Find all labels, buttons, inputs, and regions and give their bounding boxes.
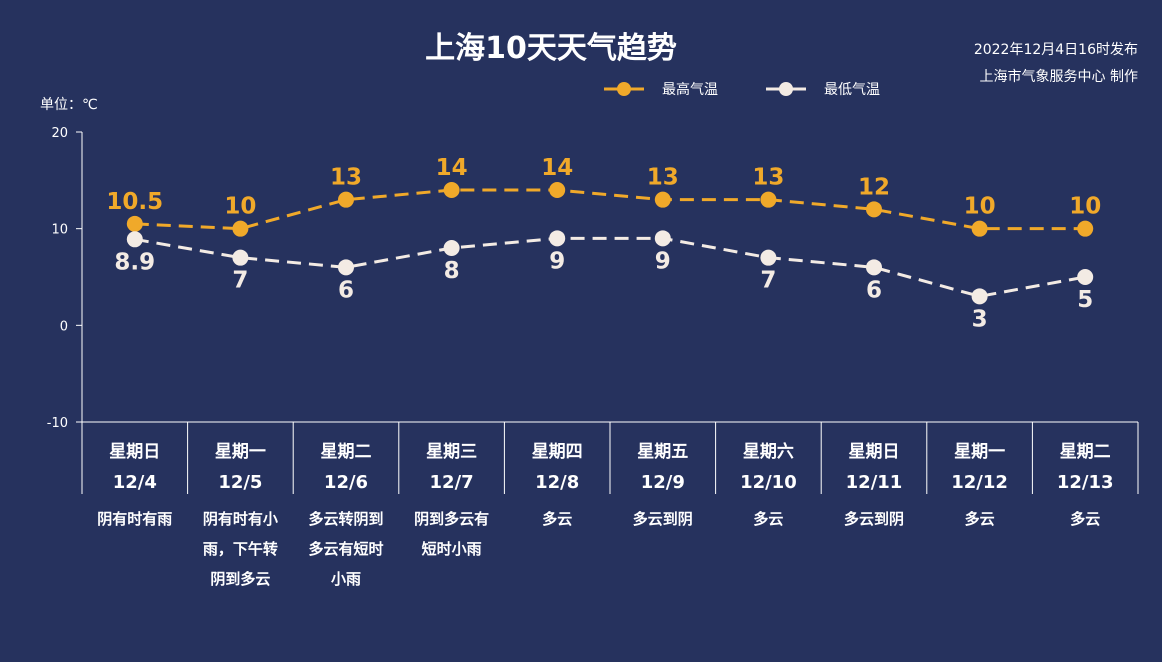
date-label: 12/8 (535, 472, 579, 493)
legend-high-marker (617, 82, 631, 96)
low-temp-label: 3 (972, 306, 988, 332)
publish-time: 2022年12月4日16时发布 (974, 42, 1138, 58)
low-temp-point (443, 240, 460, 256)
weather-description: 多云 (753, 510, 783, 528)
date-label: 12/5 (218, 472, 262, 493)
weather-description: 小雨 (331, 570, 361, 588)
y-tick-label: 10 (51, 223, 68, 238)
low-temp-point (1077, 269, 1094, 285)
low-temp-point (760, 249, 777, 266)
high-temp-label: 13 (752, 165, 784, 191)
low-temp-point (866, 259, 882, 276)
low-temp-label: 5 (1077, 287, 1093, 313)
day-name-label: 星期六 (743, 441, 794, 462)
weather-description: 多云转阴到 (308, 510, 383, 528)
date-label: 12/11 (846, 472, 903, 493)
day-name-label: 星期二 (1060, 442, 1111, 462)
low-temp-line (134, 236, 1086, 298)
low-temp-label: 9 (655, 248, 671, 274)
high-temp-label: 10.5 (106, 189, 163, 215)
day-name-label: 星期日 (109, 442, 160, 462)
day-name-label: 星期四 (532, 442, 583, 462)
legend-high-label: 最高气温 (662, 81, 718, 98)
weather-description: 阴到多云有 (414, 510, 489, 528)
producer-credit: 上海市气象服务中心 制作 (980, 68, 1138, 85)
high-temp-label: 10 (224, 194, 256, 220)
high-temp-label: 13 (647, 165, 679, 191)
low-temp-label: 8 (444, 258, 460, 284)
low-temp-label: 7 (232, 268, 248, 294)
weather-description: 多云 (965, 510, 995, 528)
weather-description: 阴有时有雨 (97, 510, 172, 528)
legend-low-marker (779, 82, 793, 96)
high-temp-point (866, 201, 882, 218)
high-temp-point (654, 191, 671, 208)
day-name-label: 星期日 (849, 442, 900, 462)
day-name-label: 星期三 (426, 442, 477, 462)
weather-description: 多云到阴 (844, 510, 904, 528)
date-label: 12/10 (740, 472, 797, 493)
date-label: 12/13 (1057, 472, 1114, 493)
low-temp-label: 7 (760, 268, 776, 294)
low-temp-point (126, 231, 143, 248)
low-temp-label: 6 (866, 277, 882, 303)
high-temp-point (443, 182, 460, 198)
legend: 最高气温 最低气温 (604, 81, 880, 98)
date-label: 12/6 (324, 472, 368, 493)
high-temp-point (126, 215, 143, 232)
weather-description: 多云 (542, 510, 572, 528)
weather-description: 多云有短时 (308, 540, 383, 558)
low-temp-point (232, 249, 249, 266)
series: 10.5 10 13 14 14 13 13 12 10 10 8.9 7 6 8 9 9 7 6 3 5 (106, 155, 1101, 332)
chart-title: 上海10天天气趋势 (425, 31, 677, 66)
weather-description: 多云到阴 (633, 510, 693, 528)
high-temp-line (134, 188, 1086, 231)
date-label: 12/4 (113, 472, 157, 493)
y-tick-label: 20 (51, 126, 68, 141)
low-temp-point (971, 288, 988, 305)
low-temp-label: 8.9 (114, 249, 155, 275)
high-temp-point (971, 220, 988, 237)
weather-description: 雨，下午转 (203, 540, 278, 558)
low-temp-point (338, 259, 354, 276)
high-temp-point (760, 191, 777, 208)
y-tick-label: 0 (60, 319, 68, 334)
day-name-label: 星期二 (321, 442, 372, 462)
weather-description: 阴到多云 (210, 570, 270, 588)
high-temp-label: 10 (964, 194, 996, 220)
date-label: 12/7 (430, 472, 474, 493)
unit-label: 单位：℃ (40, 97, 98, 113)
high-temp-label: 13 (330, 165, 362, 191)
low-temp-label: 9 (549, 248, 565, 274)
weather-description: 阴有时有小 (203, 510, 278, 528)
date-label: 12/9 (641, 472, 685, 493)
high-temp-point (1077, 220, 1094, 237)
y-tick-label: -10 (47, 416, 68, 431)
high-temp-label: 14 (436, 155, 468, 181)
high-temp-label: 14 (541, 155, 573, 181)
day-name-label: 星期一 (215, 442, 266, 462)
high-temp-point (549, 182, 566, 198)
low-temp-point (654, 230, 671, 247)
high-temp-label: 10 (1069, 194, 1101, 220)
weather-description: 短时小雨 (422, 540, 482, 558)
legend-low-label: 最低气温 (824, 82, 880, 98)
high-temp-point (338, 191, 354, 208)
low-temp-label: 6 (338, 277, 354, 303)
low-temp-point (549, 230, 566, 247)
day-name-label: 星期一 (954, 442, 1005, 462)
weather-description: 多云 (1070, 510, 1100, 528)
day-name-label: 星期五 (637, 442, 688, 462)
high-temp-point (232, 220, 249, 237)
date-label: 12/12 (951, 472, 1008, 493)
high-temp-label: 12 (858, 174, 890, 200)
